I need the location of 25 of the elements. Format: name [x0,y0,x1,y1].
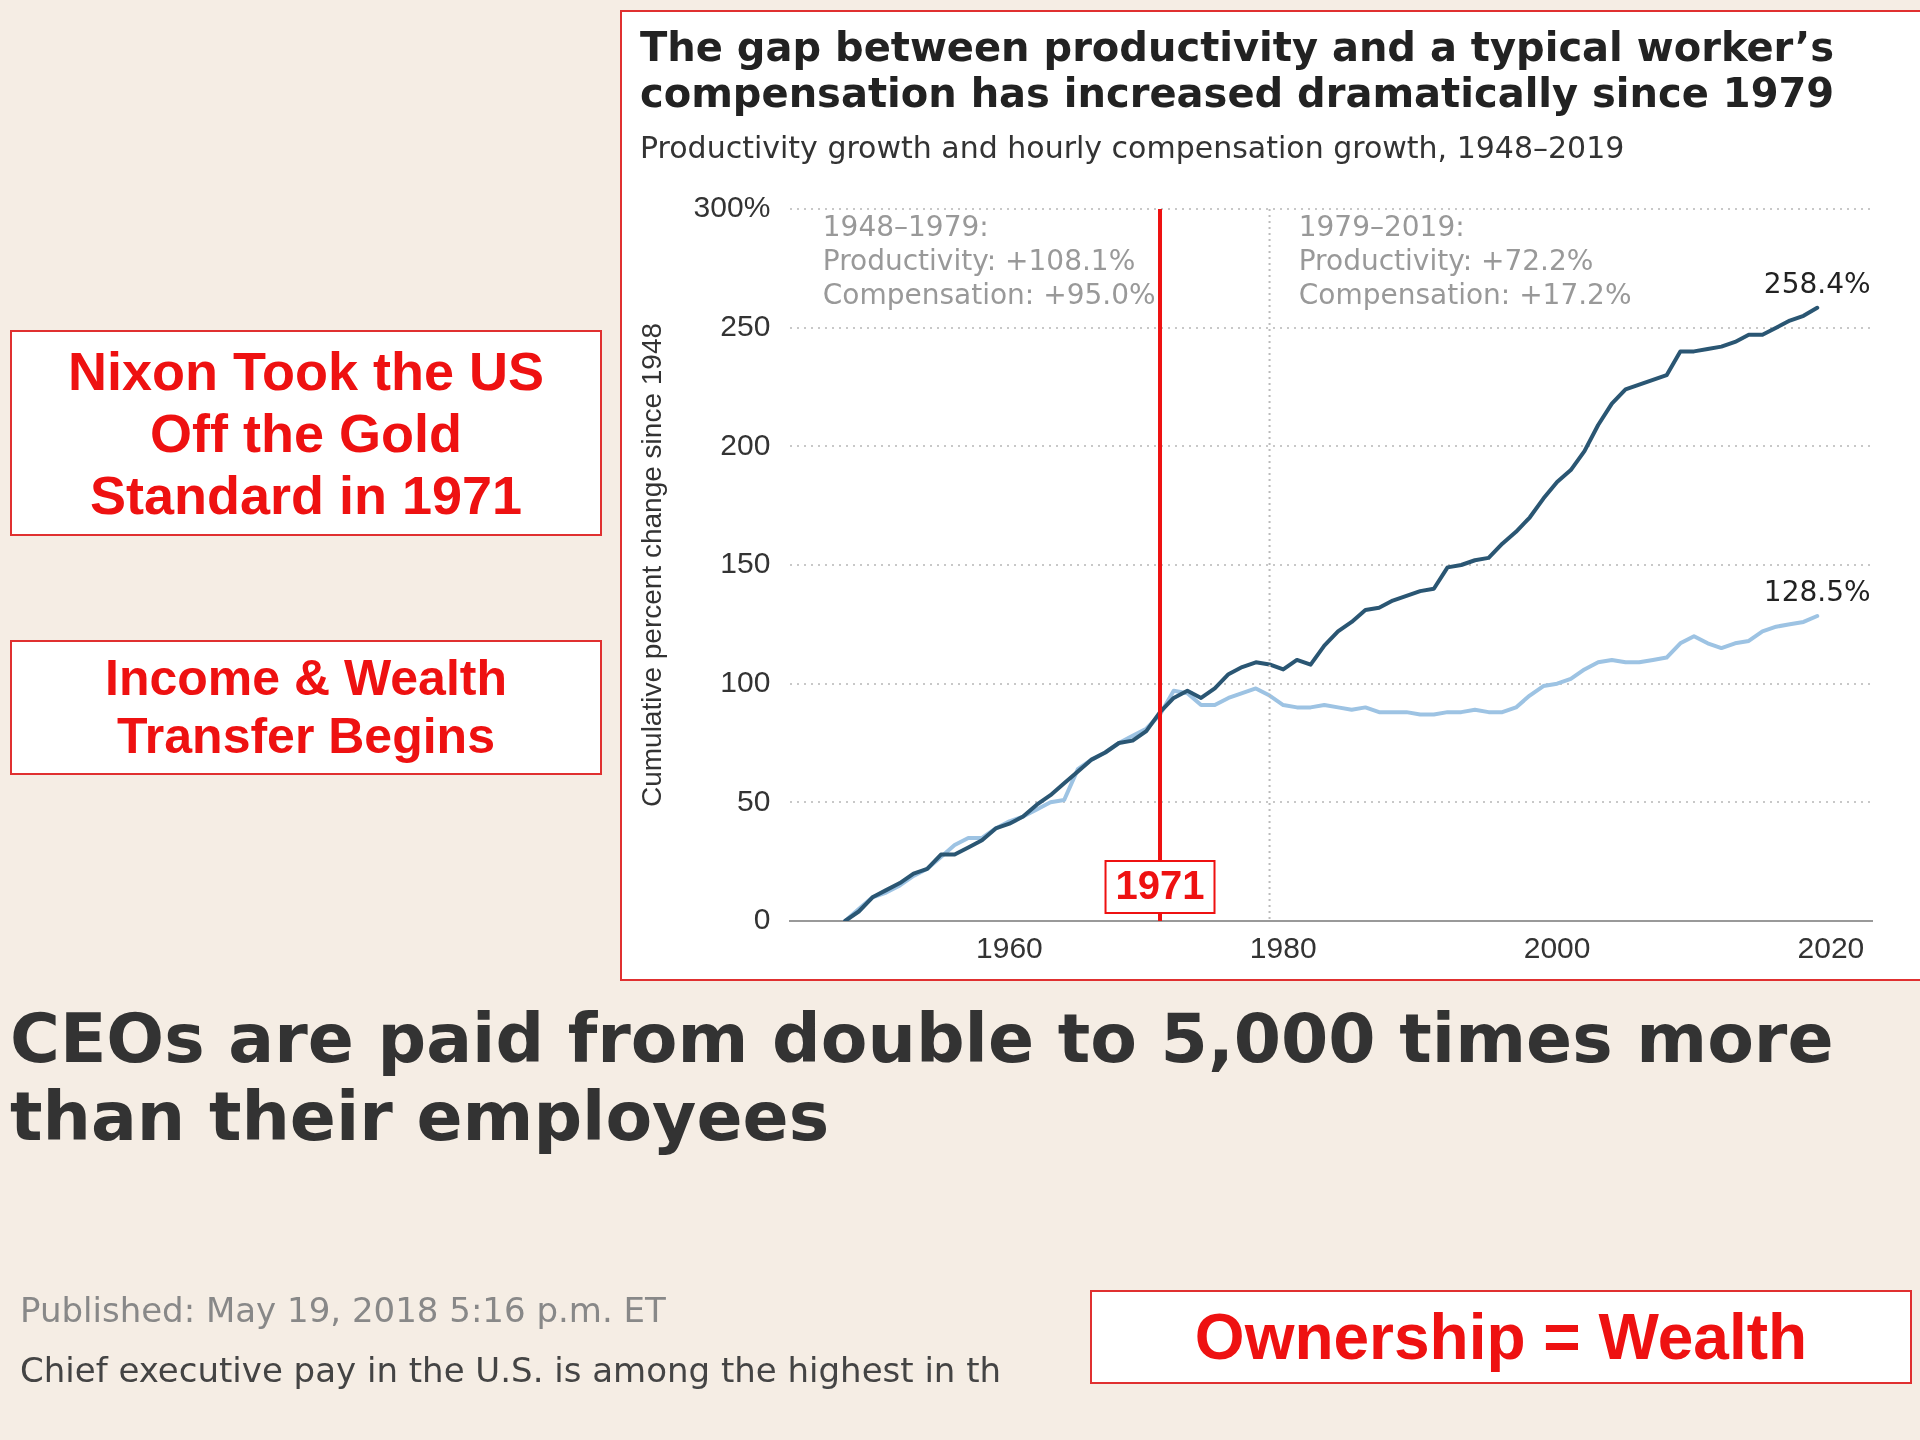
x-tick-label: 2000 [1523,931,1591,965]
annotation: 1979–2019: Productivity: +72.2% Compensation: +17.2% [1298,210,1632,312]
text: Published: May 19, 2018 5:16 p.m. ET [20,1290,666,1330]
y-tick-label: 150 [720,546,771,580]
x-tick-label: 1980 [1249,931,1317,965]
y-axis-title: Cumulative percent change since 1948 [635,322,667,808]
y-tick-label: 50 [736,783,771,817]
ref-line-label: 1971 [1115,863,1205,908]
annotation: 258.4% [1763,267,1871,301]
text: Chief executive pay in the U.S. is among the highest in th [20,1350,1002,1390]
y-tick-label: 300% [693,190,771,224]
y-tick-label: 200 [720,427,771,461]
x-tick-label: 1960 [976,931,1043,965]
chart-subtitle: Productivity growth and hourly compensation growth, 1948–2019 [640,130,1626,165]
y-tick-label: 100 [720,664,771,698]
y-tick-label: 0 [753,902,771,936]
text: Ownership = Wealth [1090,1290,1912,1384]
text: Income & Wealth Transfer Begins [10,640,602,775]
y-tick-label: 250 [720,308,771,342]
annotation: 1948–1979: Productivity: +108.1% Compensation: +95.0% [822,210,1156,312]
x-tick-label: 2020 [1797,931,1865,965]
text: Nixon Took the US Off the Gold Standard in 1971 [10,330,602,537]
chart-title: The gap between productivity and a typical worker’s compensation has increased dramatically since 1979 [640,24,1836,116]
text: CEOs are paid from double to 5,000 times more than their employees [10,999,1835,1157]
annotation: 128.5% [1763,575,1871,609]
